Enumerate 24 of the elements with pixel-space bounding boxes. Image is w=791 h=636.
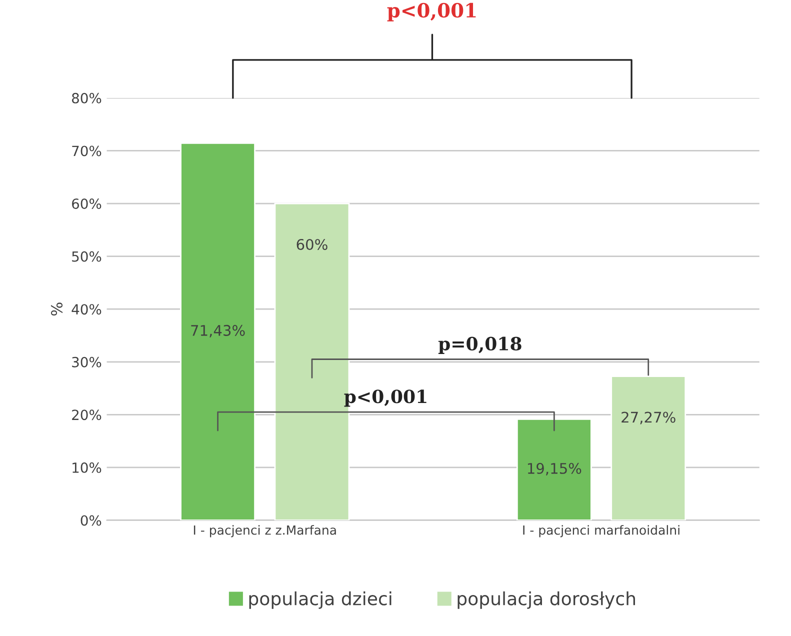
y-tick-label: 20% <box>72 410 102 420</box>
y-tick-label: 30% <box>72 356 102 368</box>
x-tick-label: I - pacjenci marfanoidalni <box>523 525 680 538</box>
bar <box>610 376 686 520</box>
data-label: 19,15% <box>528 462 582 476</box>
y-tick-label: 10% <box>72 462 102 473</box>
legend-label: populacja dzieci <box>249 591 392 609</box>
annotation: p=0,018 <box>438 336 522 354</box>
y-tick-label: 50% <box>72 251 102 262</box>
annotation: p<0,001 <box>344 390 426 407</box>
data-label: 71,43% <box>191 324 245 338</box>
bar <box>180 142 256 520</box>
y-axis-title: % <box>50 302 63 316</box>
x-tick-label: I - pacjenci z z.Marfana <box>194 525 336 538</box>
y-tick-label: 0% <box>80 515 102 526</box>
y-tick-label: 60% <box>72 198 102 209</box>
legend-label: populacja dorosłych <box>458 591 635 609</box>
text: p<0,001 <box>387 2 476 22</box>
data-label: 27,27% <box>622 412 676 424</box>
bar <box>516 418 592 520</box>
y-tick-label: 80% <box>72 92 102 104</box>
data-label: 60% <box>296 238 328 250</box>
y-tick-label: 40% <box>72 304 102 315</box>
y-tick-label: 70% <box>72 146 102 156</box>
